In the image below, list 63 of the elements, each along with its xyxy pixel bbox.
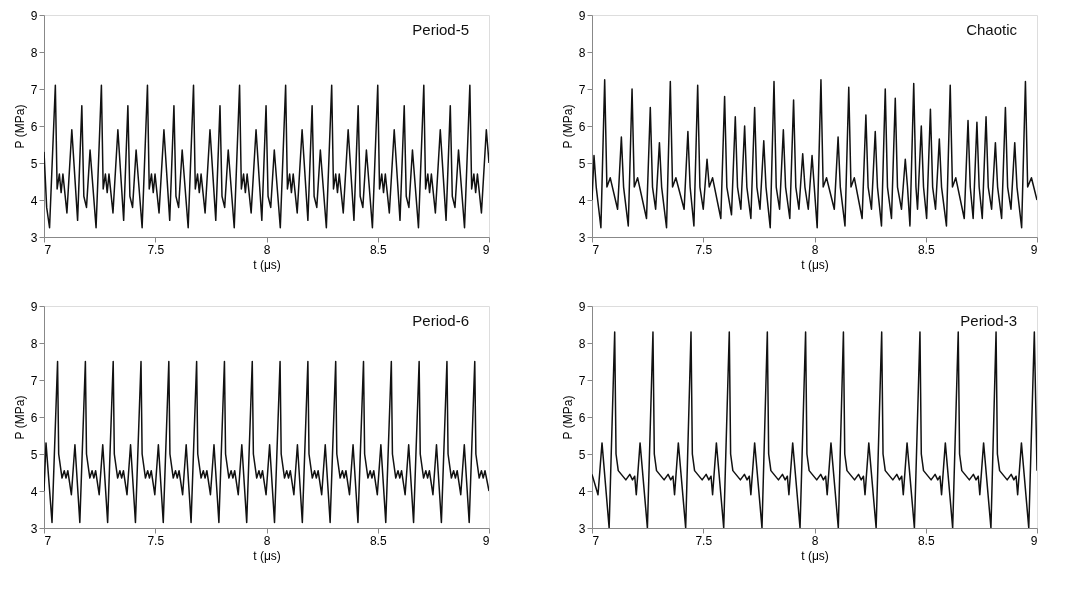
x-tick-label: 7 — [44, 533, 52, 548]
x-axis-title: t (μs) — [253, 548, 281, 563]
x-tick-label: 9 — [1030, 533, 1038, 548]
y-tick-label: 9 — [30, 8, 38, 23]
x-tick-label: 8.5 — [369, 242, 387, 257]
y-tick-label: 3 — [30, 230, 38, 245]
y-tick-label: 6 — [30, 410, 38, 425]
annotation: Period-5 — [412, 21, 469, 38]
y-tick-label: 6 — [578, 410, 586, 425]
y-tick-label: 9 — [30, 299, 38, 314]
x-tick-label: 8 — [263, 242, 271, 257]
y-tick-label: 9 — [578, 8, 586, 23]
y-tick-label: 9 — [578, 299, 586, 314]
x-tick-label: 7.5 — [695, 242, 713, 257]
x-tick-label: 7.5 — [695, 533, 713, 548]
y-tick-label: 7 — [578, 373, 586, 388]
y-tick-label: 3 — [578, 521, 586, 536]
y-tick-label: 4 — [578, 193, 586, 208]
x-tick-label: 8 — [811, 242, 819, 257]
y-tick-label: 4 — [30, 484, 38, 499]
y-tick-label: 8 — [578, 45, 586, 60]
y-axis-title: P (MPa) — [560, 395, 575, 440]
y-tick-label: 5 — [30, 447, 38, 462]
x-tick-label: 7.5 — [147, 533, 165, 548]
x-tick-label: 8.5 — [369, 533, 387, 548]
annotation: Chaotic — [966, 21, 1018, 38]
y-tick-label: 8 — [578, 336, 586, 351]
line-series — [44, 360, 489, 524]
y-tick-label: 4 — [30, 193, 38, 208]
x-tick-label: 9 — [482, 242, 490, 257]
x-axis-title: t (μs) — [801, 257, 829, 272]
y-axis-title: P (MPa) — [12, 395, 27, 440]
y-tick-label: 6 — [30, 119, 38, 134]
x-tick-label: 9 — [1030, 242, 1038, 257]
line-series — [592, 79, 1037, 229]
y-tick-label: 3 — [578, 230, 586, 245]
x-tick-label: 7.5 — [147, 242, 165, 257]
y-tick-label: 7 — [30, 82, 38, 97]
y-tick-label: 8 — [30, 336, 38, 351]
x-tick-label: 7 — [44, 242, 52, 257]
x-tick-label: 8 — [263, 533, 271, 548]
x-tick-label: 8.5 — [917, 533, 935, 548]
annotation: Period-6 — [412, 312, 469, 329]
y-tick-label: 5 — [578, 156, 586, 171]
y-axis-title: P (MPa) — [560, 104, 575, 149]
x-tick-label: 7 — [592, 242, 600, 257]
x-axis-title: t (μs) — [253, 257, 281, 272]
y-tick-label: 4 — [578, 484, 586, 499]
y-tick-label: 3 — [30, 521, 38, 536]
x-axis-title: t (μs) — [801, 548, 829, 563]
line-series — [44, 84, 489, 229]
y-tick-label: 5 — [30, 156, 38, 171]
x-tick-label: 9 — [482, 533, 490, 548]
y-tick-label: 6 — [578, 119, 586, 134]
x-tick-label: 8 — [811, 533, 819, 548]
y-tick-label: 7 — [578, 82, 586, 97]
x-tick-label: 7 — [592, 533, 600, 548]
y-axis-title: P (MPa) — [12, 104, 27, 149]
x-tick-label: 8.5 — [917, 242, 935, 257]
annotation: Period-3 — [960, 312, 1017, 329]
y-tick-label: 8 — [30, 45, 38, 60]
y-tick-label: 5 — [578, 447, 586, 462]
y-tick-label: 7 — [30, 373, 38, 388]
